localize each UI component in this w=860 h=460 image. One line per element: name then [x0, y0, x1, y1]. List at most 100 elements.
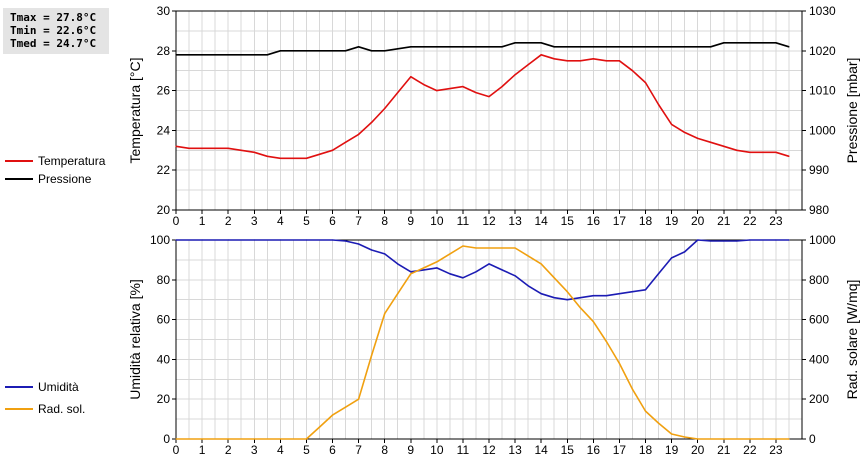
x-tick-label: 19: [665, 443, 679, 457]
data-point-temperatura: [214, 147, 216, 149]
data-point-umidita: [749, 239, 751, 241]
data-point-umidita: [775, 239, 777, 241]
data-point-rad-sol: [657, 422, 660, 424]
y-left-tick-label: 22: [157, 163, 171, 177]
data-point-umidita: [201, 239, 203, 241]
x-tick-label: 6: [329, 214, 336, 228]
data-point-rad-sol: [527, 255, 529, 257]
tmed-text: Tmed = 24.7°C: [10, 37, 97, 50]
data-point-umidita: [488, 263, 490, 265]
data-point-rad-sol: [344, 406, 347, 408]
data-point-temperatura: [253, 151, 255, 153]
data-point-temperatura: [762, 151, 764, 153]
data-point-pressione: [501, 46, 503, 48]
data-point-temperatura: [592, 58, 594, 60]
data-point-pressione: [670, 46, 673, 48]
y-left-tick-label: 24: [157, 123, 171, 137]
legend-label-pressione: Pressione: [38, 172, 92, 186]
data-point-pressione: [775, 42, 777, 44]
data-point-temperatura: [240, 149, 242, 151]
x-tick-label: 17: [613, 443, 627, 457]
data-point-umidita: [357, 243, 360, 245]
data-point-rad-sol: [423, 267, 425, 269]
y-right-tick-label: 1020: [809, 44, 836, 58]
y-right-tick-label: 1010: [809, 84, 836, 98]
data-point-pressione: [644, 46, 647, 48]
data-point-temperatura: [357, 133, 360, 135]
x-tick-label: 20: [691, 443, 705, 457]
legend-swatch-umidita: [5, 386, 33, 388]
data-point-umidita: [384, 253, 386, 255]
data-point-rad-sol: [540, 263, 542, 265]
stats-box: Tmax = 27.8°C Tmin = 22.6°C Tmed = 24.7°…: [3, 8, 109, 54]
data-point-rad-sol: [605, 340, 607, 343]
data-point-umidita: [540, 293, 542, 295]
legend-label-umidita: Umidità: [38, 380, 79, 394]
data-point-rad-sol: [488, 247, 490, 249]
y-left-tick-label: 40: [157, 352, 171, 366]
x-tick-label: 11: [457, 214, 470, 228]
x-tick-label: 7: [355, 214, 362, 228]
y-right-tick-label: 1000: [809, 123, 836, 137]
chart-panel-1: 0 1 2 3 4 5 6 7 8 9 10 11 12 13 14 15 16 17 18 19 20 21 22 2320…: [127, 4, 860, 228]
data-point-pressione: [371, 50, 373, 52]
data-point-rad-sol: [357, 398, 360, 400]
data-point-umidita: [462, 277, 464, 279]
data-point-rad-sol: [566, 291, 568, 293]
x-tick-label: 22: [743, 443, 757, 457]
data-point-temperatura: [775, 151, 777, 153]
data-point-umidita: [449, 273, 451, 275]
series-line-rad-sol: [176, 245, 789, 440]
x-tick-label: 4: [277, 443, 284, 457]
x-tick-label: 17: [613, 214, 627, 228]
y-right-tick-label: 990: [809, 163, 829, 177]
data-point-temperatura: [331, 149, 334, 151]
y-right-tick-label: 400: [809, 352, 829, 366]
x-tick-label: 8: [381, 214, 388, 228]
data-point-rad-sol: [775, 438, 777, 440]
data-point-rad-sol: [410, 273, 412, 275]
x-tick-label: 0: [173, 214, 180, 228]
data-point-rad-sol: [253, 438, 255, 440]
data-point-temperatura: [488, 95, 490, 98]
data-point-temperatura: [449, 88, 451, 90]
data-point-pressione: [279, 50, 281, 52]
y-left-tick-label: 100: [150, 233, 170, 247]
x-tick-label: 19: [665, 214, 679, 228]
legend-swatch-rad-sol: [5, 408, 33, 410]
data-point-umidita: [436, 267, 438, 269]
data-point-umidita: [644, 289, 647, 291]
data-point-umidita: [253, 239, 255, 241]
data-point-pressione: [384, 50, 386, 52]
data-point-rad-sol: [397, 293, 399, 295]
data-point-temperatura: [416, 80, 418, 82]
data-point-umidita: [736, 240, 738, 242]
data-point-rad-sol: [514, 247, 516, 249]
legend-label-temperatura: Temperatura: [38, 154, 106, 168]
data-point-temperatura: [384, 107, 386, 110]
data-point-temperatura: [292, 157, 294, 159]
x-tick-label: 15: [561, 443, 575, 457]
data-point-temperatura: [305, 157, 308, 159]
data-point-umidita: [227, 239, 229, 241]
data-point-temperatura: [670, 123, 673, 126]
data-point-umidita: [331, 239, 334, 241]
y-right-axis-title: Pressione [mbar]: [844, 58, 860, 164]
data-point-pressione: [788, 46, 790, 48]
data-point-pressione: [514, 42, 516, 44]
data-point-rad-sol: [501, 247, 503, 249]
data-point-temperatura: [436, 90, 438, 92]
data-point-umidita: [475, 271, 477, 273]
data-point-umidita: [631, 291, 634, 293]
data-point-pressione: [357, 46, 360, 48]
y-left-axis-title: Umidità relativa [%]: [127, 279, 143, 400]
y-right-tick-label: 1000: [809, 233, 836, 247]
x-tick-label: 23: [769, 443, 783, 457]
data-point-umidita: [605, 295, 607, 297]
data-point-umidita: [527, 285, 529, 287]
legend-swatch-pressione: [5, 178, 33, 180]
data-point-umidita: [501, 269, 503, 271]
x-tick-label: 18: [639, 443, 653, 457]
x-tick-label: 10: [430, 443, 444, 457]
data-point-pressione: [710, 46, 712, 48]
